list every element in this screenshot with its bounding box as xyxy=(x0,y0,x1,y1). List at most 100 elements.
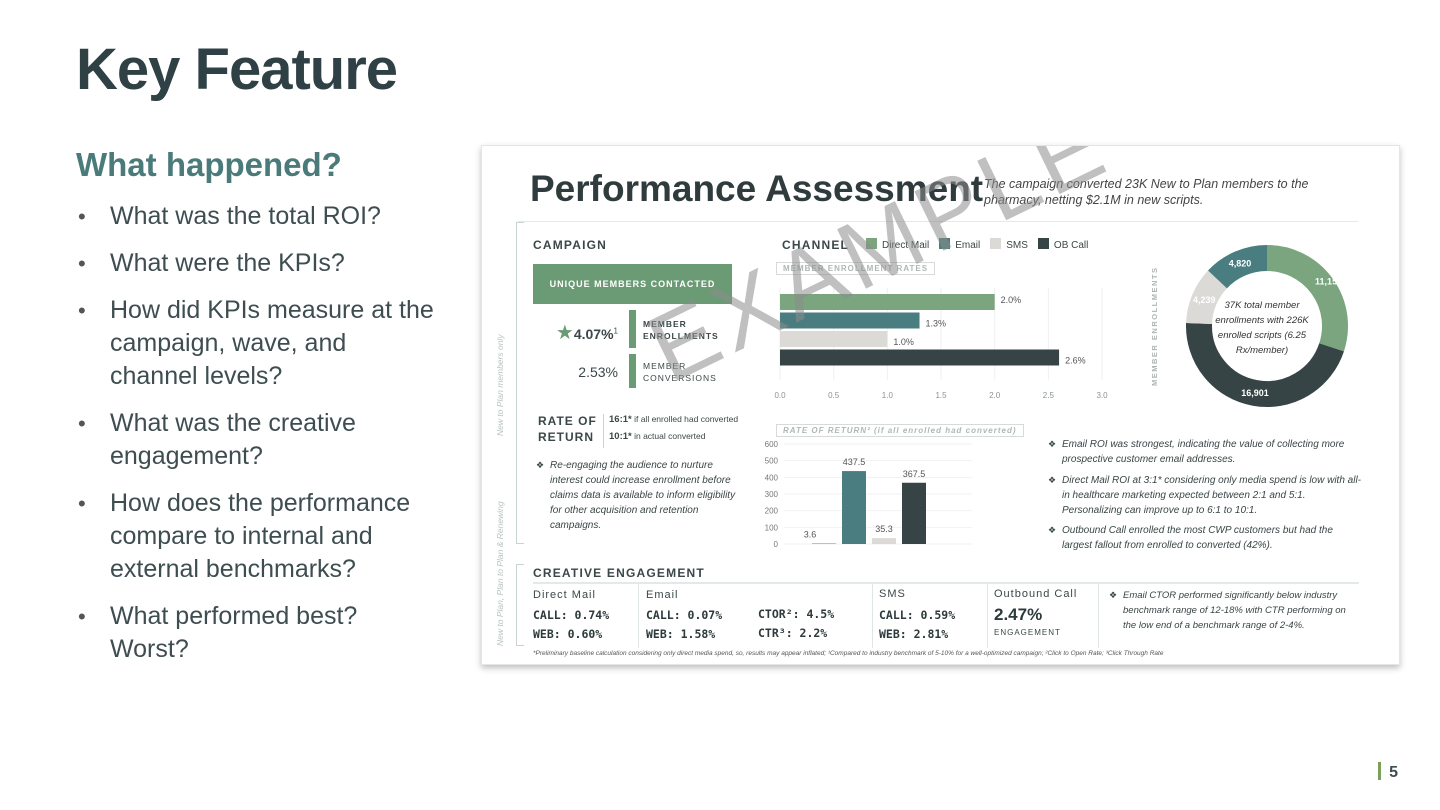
email-label: Email xyxy=(646,589,679,601)
donut-slice-email xyxy=(1208,245,1268,289)
campaign-note: ❖ Re-engaging the audience to nurture int… xyxy=(536,460,736,531)
bar-sms xyxy=(780,331,888,347)
channel-note: ❖ Email ROI was strongest, indicating the… xyxy=(1048,439,1345,465)
conversion-rate: 2.53% xyxy=(578,364,618,380)
donut-slice-sms xyxy=(1186,270,1228,325)
bar-value-label: 367.5 xyxy=(903,469,926,479)
performance-assessment-panel: Performance Assessment The campaign conv… xyxy=(481,145,1400,665)
divider xyxy=(533,582,1359,584)
ror-line: 10:1* in actual converted xyxy=(609,431,706,442)
legend-item: OB Call xyxy=(1037,238,1088,251)
bar-value-label: 437.5 xyxy=(843,457,866,467)
x-tick-label: 0.5 xyxy=(828,391,840,400)
x-tick-label: 2.0 xyxy=(989,391,1001,400)
bullet-item: What was the creative engagement? xyxy=(76,407,436,473)
email-ctor: CTOR²: 4.5% xyxy=(758,607,835,621)
email-web: WEB: 1.58% xyxy=(646,627,716,641)
bar-value-label: 1.0% xyxy=(893,337,914,347)
divider xyxy=(638,584,639,648)
legend-swatch xyxy=(1037,238,1049,249)
bar-value-label: 3.6 xyxy=(804,529,817,539)
roi-label: RATE OF RETURN² (if all enrolled had con… xyxy=(776,424,1024,437)
member-enrollments-donut: 11,159 16,901 4,239 4,820 xyxy=(1186,245,1348,407)
unique-members-contacted: UNIQUE MEMBERS CONTACTED xyxy=(533,264,732,304)
diamond-bullet-icon: ❖ xyxy=(536,460,545,470)
x-tick-label: 1.0 xyxy=(882,391,894,400)
x-tick-label: 1.5 xyxy=(935,391,947,400)
bullet-item: What was the total ROI? xyxy=(76,200,436,233)
slide-title: Key Feature xyxy=(76,37,398,102)
donut-slice-direct-mail xyxy=(1266,245,1348,352)
bracket-cap xyxy=(516,564,524,565)
assessment-subtitle: The campaign converted 23K New to Plan m… xyxy=(984,177,1309,207)
diamond-bullet-icon: ❖ xyxy=(1048,439,1057,449)
subheading: What happened? xyxy=(76,146,342,183)
bar-sms xyxy=(872,538,896,544)
creative-note: ❖ Email CTOR performed significantly belo… xyxy=(1109,590,1346,631)
x-tick-label: 2.5 xyxy=(1043,391,1055,400)
donut-value-label: 16,901 xyxy=(1241,388,1269,398)
assessment-title: Performance Assessment xyxy=(530,168,984,209)
donut-value-label: 4,820 xyxy=(1229,259,1252,269)
channel-legend: Direct Mail Email SMS OB Call xyxy=(866,238,1088,251)
bullet-item: How did KPIs measure at the campaign, wa… xyxy=(76,294,436,393)
diamond-bullet-icon: ❖ xyxy=(1048,525,1057,535)
enrollment-rate: ★4.07%1 xyxy=(555,322,618,344)
channel-note: ❖ Direct Mail ROI at 3:1* considering onl… xyxy=(1048,475,1362,516)
donut-center-text: 37K total member enrollments with 226K e… xyxy=(1215,300,1309,356)
bullet-item: How does the performance compare to inte… xyxy=(76,487,436,586)
direct-mail-label: Direct Mail xyxy=(533,589,596,601)
side-label: New to Plan members only xyxy=(495,334,505,436)
page-number: 5 xyxy=(1378,762,1398,782)
enrollment-rates-label: MEMBER ENROLLMENT RATES xyxy=(776,262,936,275)
question-list: What was the total ROI? What were the KP… xyxy=(76,200,436,680)
donut-value-label: 4,239 xyxy=(1193,295,1216,305)
channel-note: ❖ Outbound Call enrolled the most CWP cus… xyxy=(1048,525,1333,551)
divider xyxy=(872,584,873,648)
conversion-label: MEMBER CONVERSIONS xyxy=(643,361,717,383)
legend-item: Email xyxy=(939,238,980,251)
kpi-accent-bar xyxy=(629,310,636,348)
bar-email xyxy=(780,312,920,329)
legend-swatch xyxy=(990,238,1002,249)
sms-call: CALL: 0.59% xyxy=(879,608,956,622)
bullet-item: What performed best? Worst? xyxy=(76,600,436,666)
y-tick-label: 500 xyxy=(765,457,779,466)
legend-swatch xyxy=(939,238,951,249)
divider xyxy=(1098,584,1099,648)
y-tick-label: 600 xyxy=(765,440,779,449)
outbound-call-label: Outbound Call xyxy=(994,588,1078,600)
kpi-accent-bar xyxy=(629,354,636,388)
bar-ob-call xyxy=(902,482,926,544)
bracket-new-to-plan xyxy=(516,222,524,544)
outbound-engagement-label: ENGAGEMENT xyxy=(994,628,1061,637)
sms-web: WEB: 2.81% xyxy=(879,627,949,641)
bar-value-label: 1.3% xyxy=(926,319,947,329)
y-tick-label: 100 xyxy=(765,523,779,532)
email-ctr: CTR³: 2.2% xyxy=(758,626,828,640)
diamond-bullet-icon: ❖ xyxy=(1048,475,1057,485)
ror-line: 16:1* if all enrolled had converted xyxy=(609,414,739,425)
direct-mail-web: WEB: 0.60% xyxy=(533,627,603,641)
star-icon: ★ xyxy=(555,322,574,344)
bar-direct-mail xyxy=(812,543,836,544)
channel-heading: CHANNEL xyxy=(782,238,850,252)
direct-mail-call: CALL: 0.74% xyxy=(533,608,610,622)
donut-value-label: 11,159 xyxy=(1315,276,1342,286)
page-number-text: 5 xyxy=(1389,764,1398,781)
y-tick-label: 300 xyxy=(765,490,779,499)
donut-slice-ob-call xyxy=(1186,322,1344,407)
outbound-engagement-value: 2.47% xyxy=(994,605,1043,624)
enrollment-rate-chart: 0.0 0.5 1.0 1.5 2.0 2.5 3.0 2.0% 1.3% 1.0% 2.6% xyxy=(774,288,1108,400)
divider xyxy=(603,414,604,448)
x-tick-label: 0.0 xyxy=(774,391,786,400)
y-tick-label: 400 xyxy=(765,473,779,482)
bar-email xyxy=(842,471,866,544)
sms-label: SMS xyxy=(879,588,906,600)
bar-direct-mail xyxy=(780,294,995,310)
bar-value-label: 35.3 xyxy=(875,524,893,534)
bar-ob-call xyxy=(780,349,1060,366)
campaign-heading: CAMPAIGN xyxy=(533,238,608,252)
divider xyxy=(987,584,988,648)
bullet-item: What were the KPIs? xyxy=(76,247,436,280)
